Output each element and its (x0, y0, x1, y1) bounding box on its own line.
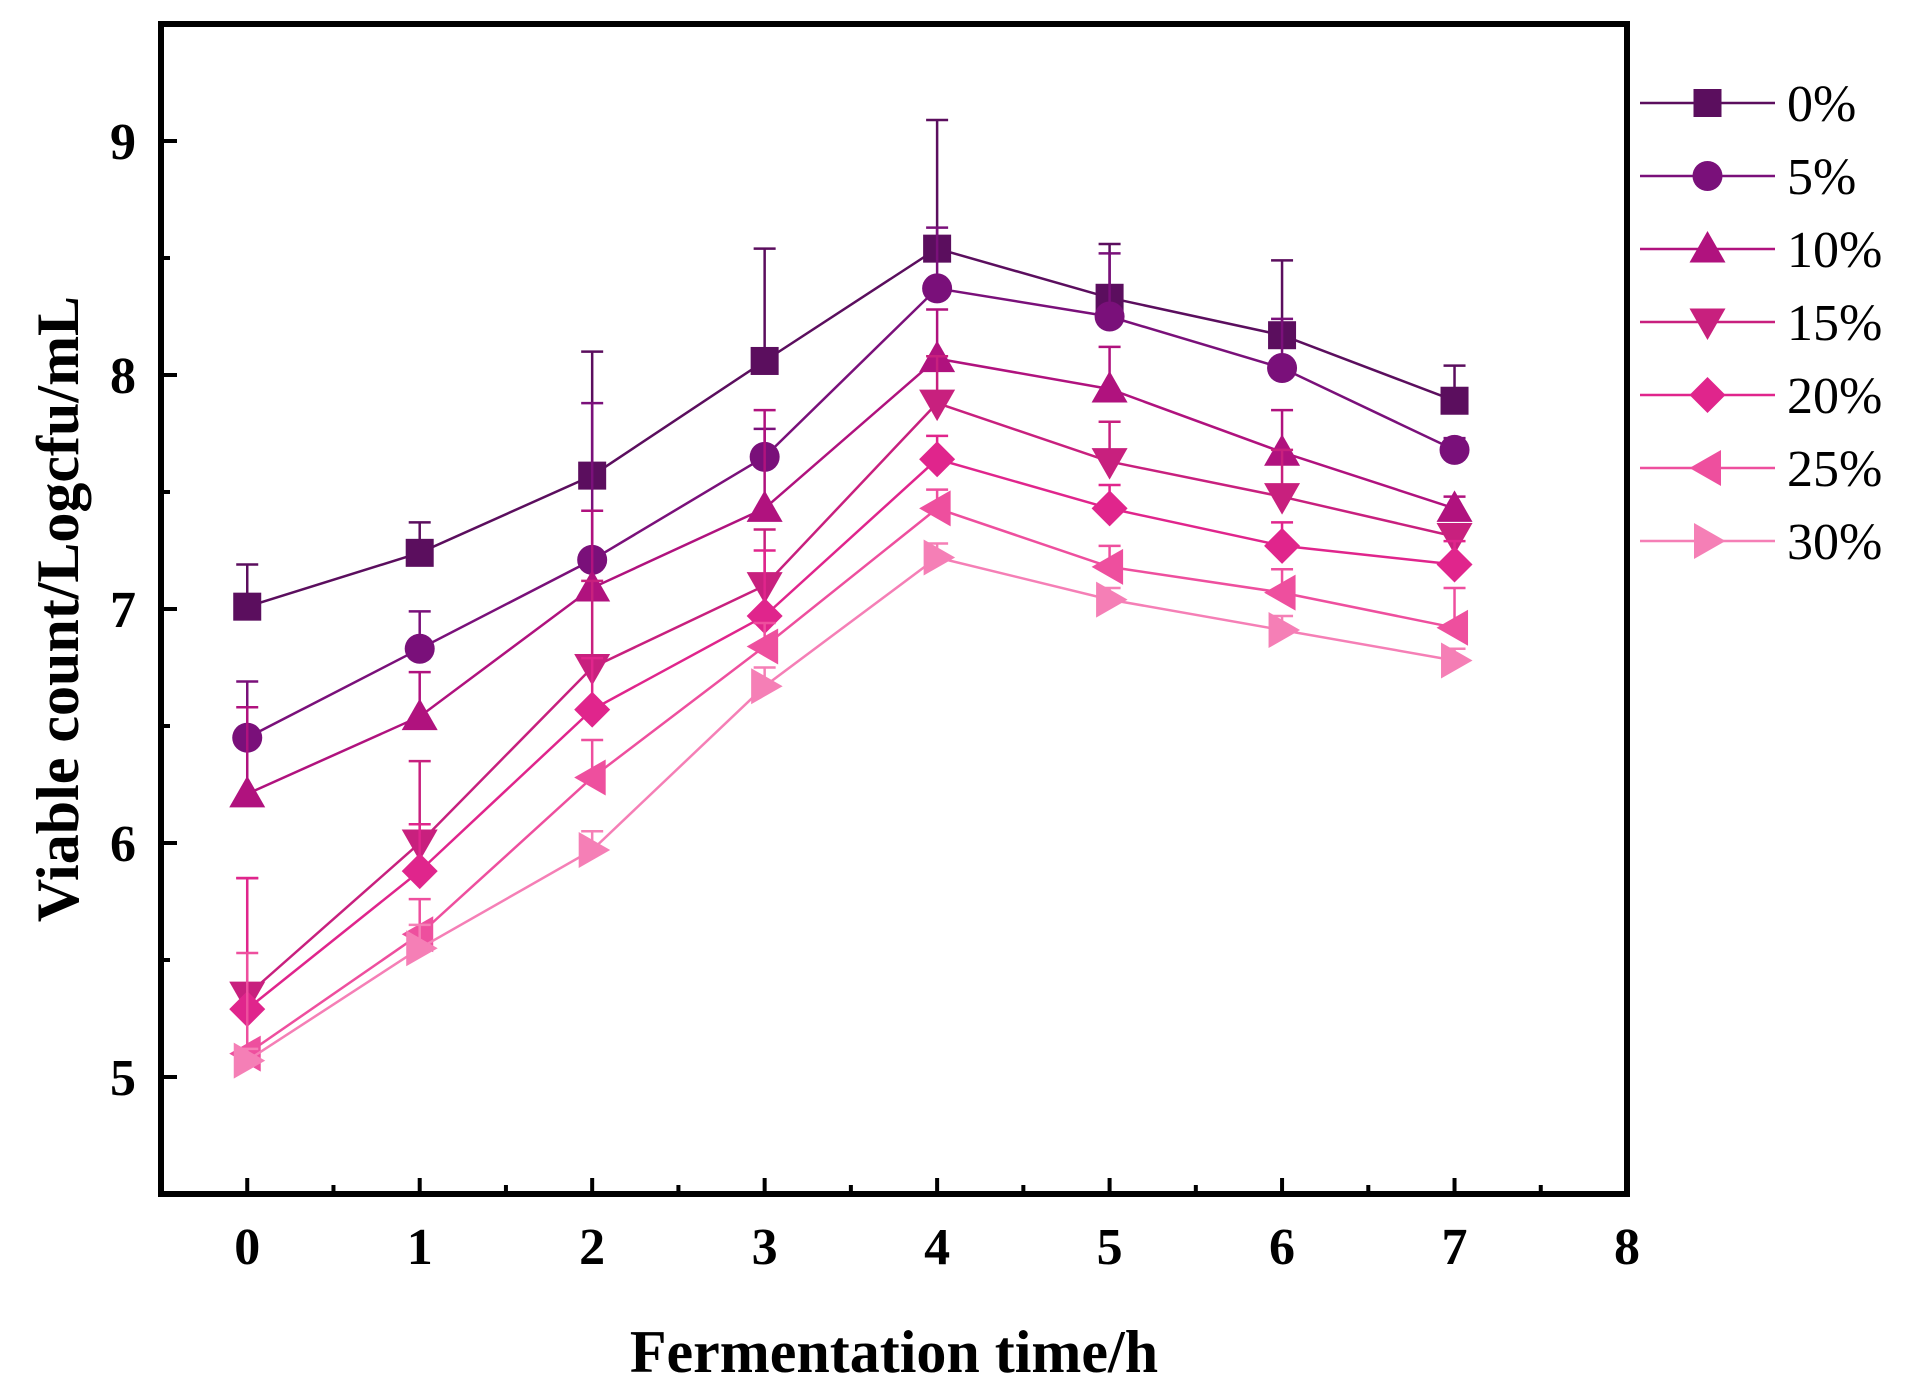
series-line (246, 247, 1455, 608)
data-point (1436, 522, 1473, 555)
data-point (233, 1042, 266, 1079)
data-point (1091, 490, 1128, 527)
data-point (1264, 574, 1296, 611)
data-point (1091, 371, 1128, 403)
x-tick-label: 8 (1614, 1219, 1640, 1276)
data-point (1268, 612, 1301, 649)
y-tick-label: 6 (110, 816, 136, 873)
legend-marker (1693, 89, 1722, 117)
legend-label: 5% (1787, 149, 1856, 206)
legend-marker (1689, 308, 1726, 340)
legend-label: 15% (1787, 295, 1882, 352)
data-point (404, 633, 435, 664)
y-tick-label: 8 (110, 348, 136, 405)
x-tick-label: 3 (752, 1219, 778, 1276)
legend-item: 30% (1640, 514, 1882, 571)
x-tick-label: 5 (1097, 1219, 1123, 1276)
legend: 0% 5% 10% 15% 20% 25% 30% (1640, 76, 1882, 571)
data-point (923, 539, 956, 576)
x-tick-label: 0 (234, 1219, 260, 1276)
data-point (405, 538, 434, 567)
data-point (1441, 642, 1473, 679)
data-point (1264, 527, 1301, 564)
data-point (746, 490, 783, 522)
data-point (229, 775, 266, 808)
y-tick-label: 7 (110, 582, 136, 639)
data-point (922, 273, 953, 304)
y-tick-label: 9 (110, 114, 136, 171)
legend-marker (1689, 231, 1726, 263)
data-point (401, 853, 438, 890)
data-point (1091, 548, 1124, 585)
legend-label: 20% (1787, 368, 1882, 425)
series-line (246, 506, 1455, 1055)
legend-item: 20% (1640, 368, 1882, 425)
data-point (1096, 581, 1128, 618)
legend-label: 25% (1787, 441, 1882, 498)
data-point (1440, 386, 1469, 415)
series-5pct (232, 226, 1470, 753)
legend-label: 10% (1787, 222, 1882, 279)
data-point (1436, 609, 1469, 646)
data-point (574, 759, 606, 796)
series-line (246, 357, 1455, 796)
data-point (919, 389, 956, 422)
legend-item: 5% (1640, 149, 1856, 206)
x-tick-label: 7 (1442, 1219, 1468, 1276)
plot-frame (158, 21, 1630, 1197)
legend-marker (1692, 161, 1723, 191)
legend-item: 10% (1640, 222, 1882, 279)
y-tick-label: 5 (110, 1050, 136, 1107)
legend-label: 30% (1787, 514, 1882, 571)
legend-marker (1694, 523, 1726, 559)
data-point (1439, 434, 1470, 465)
series-10pct (229, 308, 1473, 808)
series-layer (229, 118, 1473, 1079)
legend-marker (1689, 377, 1726, 413)
data-point (578, 832, 611, 869)
legend-item: 25% (1640, 441, 1882, 498)
x-axis-title: Fermentation time/h (630, 1319, 1158, 1385)
data-point (919, 441, 956, 478)
series-line (246, 401, 1455, 997)
x-tick-label: 1 (407, 1219, 433, 1276)
data-point (751, 668, 783, 705)
y-axis-title: Viable count/Logcfu/mL (25, 296, 91, 922)
data-point (1091, 448, 1128, 480)
series-line (246, 287, 1456, 739)
data-point (750, 346, 779, 375)
data-point (233, 592, 262, 621)
legend-label: 0% (1787, 76, 1856, 133)
data-point (1436, 490, 1473, 522)
data-point (406, 930, 438, 967)
legend-marker (1689, 450, 1721, 486)
series-30pct (233, 539, 1473, 1079)
data-point (746, 598, 783, 635)
data-point (1436, 546, 1473, 583)
axis-ticks: 0 1 2 3 4 5 6 7 8 5 6 7 8 9 (110, 114, 1640, 1276)
data-point (919, 490, 951, 527)
data-point (401, 698, 438, 731)
series-25pct (229, 488, 1469, 1072)
series-line (246, 556, 1455, 1062)
series-15pct (229, 355, 1473, 1014)
x-tick-label: 6 (1269, 1219, 1295, 1276)
x-tick-label: 2 (579, 1219, 605, 1276)
series-line (246, 457, 1455, 1011)
legend-item: 0% (1640, 76, 1856, 133)
data-point (1267, 352, 1298, 383)
legend-item: 15% (1640, 295, 1882, 352)
data-point (574, 691, 611, 728)
data-point (1094, 301, 1125, 332)
x-tick-label: 4 (924, 1219, 950, 1276)
data-point (746, 628, 779, 665)
data-point (1264, 483, 1301, 515)
